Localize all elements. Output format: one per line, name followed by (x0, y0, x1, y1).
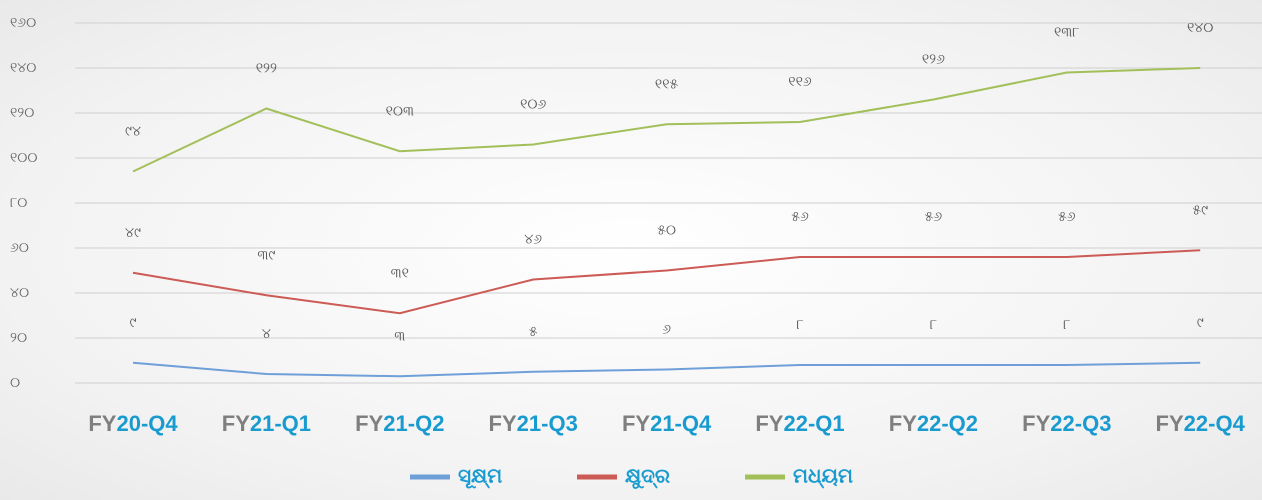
value-label: ୫୦ (657, 223, 676, 239)
value-label: ୫ (529, 324, 538, 340)
value-label: ୯୪ (125, 124, 141, 140)
value-label: ୧୩୮ (1054, 25, 1080, 41)
value-label: ୫୬ (791, 209, 809, 225)
value-label: ୯ (130, 315, 137, 331)
y-tick-label: ୧୦୦ (10, 150, 38, 166)
series-line (132, 249, 1201, 315)
x-tick-label: FY22-Q4 (1156, 411, 1246, 436)
y-tick-label: ୧୪୦ (10, 60, 36, 76)
x-tick-label: FY22-Q3 (1022, 411, 1111, 436)
y-tick-label: ୬୦ (10, 240, 29, 256)
y-tick-label: ୨୦ (10, 330, 27, 346)
x-tick-label: FY21-Q1 (222, 411, 311, 436)
y-tick-label: ୧୬୦ (10, 15, 36, 31)
value-label: ୫୯ (1192, 202, 1208, 218)
y-tick-label: ୧୨୦ (10, 105, 34, 121)
value-label: ୧୪୦ (1187, 20, 1213, 36)
value-label: ୩ (394, 328, 405, 344)
value-label: ୫୬ (925, 209, 943, 225)
x-tick-label: FY22-Q1 (755, 411, 844, 436)
series-line (132, 67, 1201, 173)
x-tick-label: FY21-Q4 (622, 411, 712, 436)
value-label: ୫୬ (1058, 209, 1076, 225)
value-label: ୩୯ (257, 247, 275, 263)
x-tick-label: FY21-Q2 (355, 411, 444, 436)
series-line (132, 361, 1201, 378)
value-label: ୯ (1197, 315, 1204, 331)
value-label: ୧୦୩ (386, 103, 414, 119)
value-label: ୩୧ (391, 265, 409, 281)
y-tick-label: ୮୦ (10, 195, 27, 211)
y-tick-label: ୦ (10, 375, 20, 391)
value-label: ୮ (930, 317, 937, 333)
value-label: ୬ (662, 322, 671, 338)
value-label: ୧୨୬ (922, 52, 945, 68)
legend-label: ସୂକ୍ଷ୍ମ (458, 464, 502, 490)
value-label: ୧୨୨ (256, 61, 277, 77)
value-label: ୪୯ (125, 225, 141, 241)
x-tick-label: FY21-Q3 (489, 411, 578, 436)
value-label: ୪ (262, 326, 271, 342)
value-label: ୮ (796, 317, 803, 333)
x-tick-label: FY22-Q2 (889, 411, 978, 436)
value-label: ୧୦୬ (520, 97, 546, 113)
value-label: ୪୬ (524, 232, 542, 248)
x-tick-label: FY20-Q4 (88, 411, 178, 436)
value-label: ୧୧୫ (655, 76, 679, 92)
legend-label: ମଧ୍ୟମ (793, 464, 853, 489)
legend-label: କ୍ଷୁଦ୍ର (625, 464, 670, 490)
value-label: ୧୧୬ (788, 74, 812, 90)
value-label: ୮ (1063, 317, 1070, 333)
y-tick-label: ୪୦ (10, 285, 29, 301)
